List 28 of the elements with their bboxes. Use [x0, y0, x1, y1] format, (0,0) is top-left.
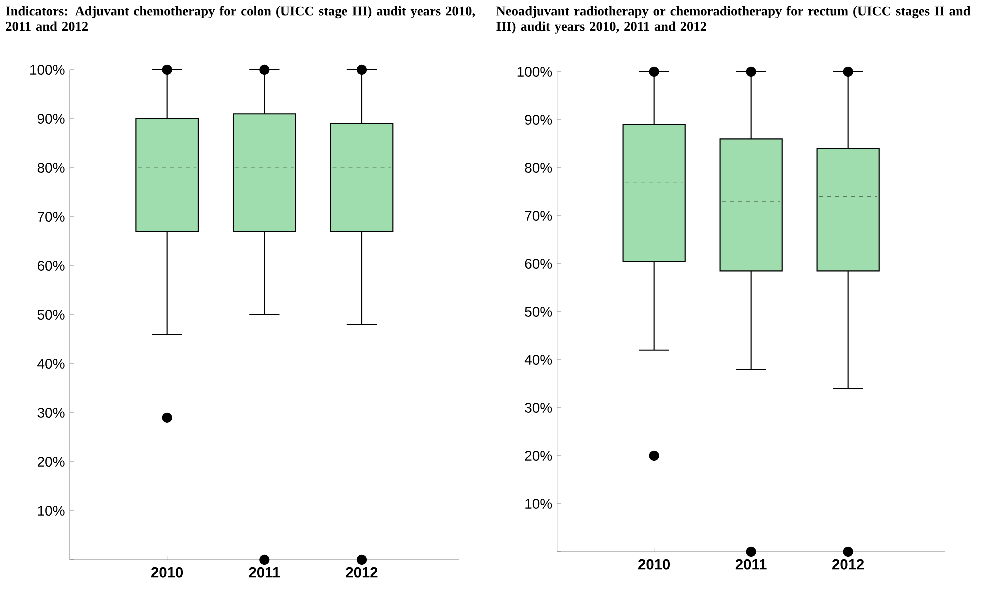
x-tick-label: 2012 — [346, 567, 378, 578]
x-tick-label: 2010 — [152, 567, 184, 578]
y-tick-label: 90% — [38, 114, 65, 124]
x-tick-label: 2011 — [736, 559, 767, 570]
y-tick-label: 70% — [525, 211, 552, 221]
y-tick-label: 20% — [525, 451, 552, 461]
y-tick-label: 90% — [525, 115, 552, 125]
y-tick-label: 80% — [38, 163, 65, 173]
chart-title: Indicators: Adjuvant chemotherapy for colon (UICC stage III) audit years 2010, 2011 and 2012 — [6, 6, 476, 32]
x-tick-label: 2012 — [832, 559, 864, 570]
y-tick-label: 10% — [38, 506, 65, 516]
y-tick-label: 40% — [524, 355, 552, 365]
y-tick-label: 50% — [525, 307, 552, 317]
y-tick-label: 20% — [38, 457, 65, 467]
y-tick-label: 100% — [518, 67, 552, 77]
y-tick-label: 100% — [30, 65, 65, 75]
y-tick-label: 60% — [38, 261, 65, 271]
y-tick-label: 40% — [38, 359, 65, 369]
y-tick-label: 70% — [38, 212, 65, 222]
x-tick-label: 2010 — [638, 559, 670, 570]
y-tick-label: 30% — [525, 403, 552, 413]
x-tick-label: 2011 — [249, 567, 280, 578]
y-tick-label: 10% — [526, 499, 552, 509]
y-tick-label: 50% — [38, 310, 65, 320]
y-tick-label: 80% — [525, 163, 552, 173]
y-tick-label: 60% — [525, 259, 552, 269]
y-tick-label: 30% — [38, 408, 65, 418]
chart-title: Neoadjuvant radiotherapy or chemoradiotherapy for rectum (UICC stages II and III) audit years 2010, 2011 and 2012 — [496, 6, 971, 34]
